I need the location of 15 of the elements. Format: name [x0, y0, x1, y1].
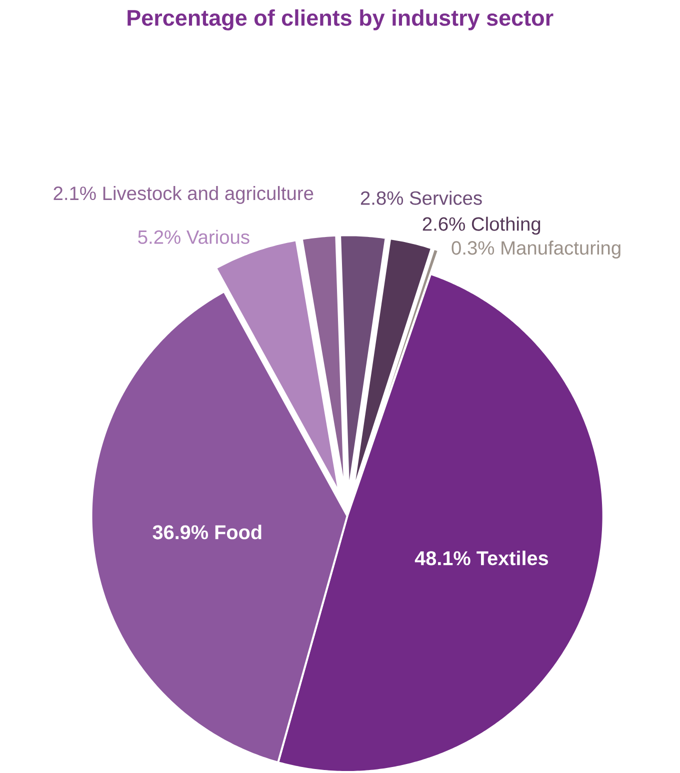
slice-label: Various	[186, 230, 250, 244]
slice-label: Manufacturing	[502, 240, 621, 259]
data-label: 0.3%	[452, 241, 494, 255]
slice-label: Textiles	[476, 550, 548, 566]
data-label: 48.1%	[415, 551, 470, 566]
data-label: 2.6%	[423, 217, 466, 231]
data-label: 2.8%	[361, 191, 404, 205]
slice-label: Clothing	[472, 216, 540, 235]
slice-label: Food	[216, 524, 262, 540]
data-label: 5.2%	[138, 230, 181, 244]
slice-label: Livestock and agriculture	[104, 186, 314, 204]
data-label: 2.1%	[54, 186, 96, 200]
data-label: 36.9%	[152, 525, 208, 540]
slice-label: Services	[410, 190, 482, 205]
chart-title: Percentage of clients by industry sector	[128, 9, 554, 30]
